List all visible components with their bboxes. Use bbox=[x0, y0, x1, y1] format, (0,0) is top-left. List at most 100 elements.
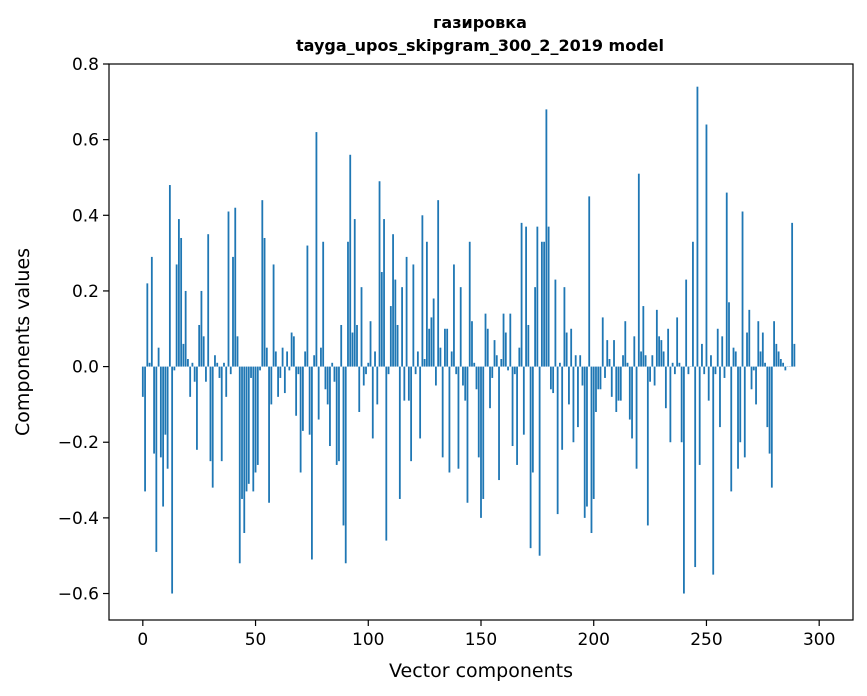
bar bbox=[586, 366, 588, 507]
bar bbox=[678, 362, 681, 367]
bar bbox=[288, 366, 291, 371]
bar bbox=[545, 109, 548, 367]
bar bbox=[683, 366, 685, 594]
bar bbox=[761, 332, 764, 367]
y-tick-label: −0.2 bbox=[58, 433, 99, 453]
bar bbox=[367, 362, 370, 367]
bar bbox=[358, 366, 361, 412]
bar bbox=[464, 366, 467, 401]
bar bbox=[193, 366, 196, 382]
bar bbox=[734, 351, 737, 367]
bar bbox=[768, 366, 771, 454]
bar bbox=[577, 366, 579, 428]
bar bbox=[791, 222, 794, 367]
bar bbox=[306, 245, 309, 367]
bar bbox=[671, 362, 674, 367]
bar bbox=[631, 366, 633, 439]
bar bbox=[184, 290, 187, 367]
bar bbox=[752, 366, 755, 371]
bar bbox=[428, 328, 431, 367]
bar bbox=[459, 287, 462, 367]
bar bbox=[552, 366, 555, 394]
bar bbox=[522, 366, 525, 435]
bar bbox=[633, 336, 636, 367]
bar bbox=[556, 366, 559, 515]
bar bbox=[371, 366, 374, 439]
bar bbox=[241, 366, 243, 499]
bar bbox=[471, 321, 473, 367]
bar bbox=[504, 332, 507, 367]
chart-title: газировка bbox=[433, 13, 527, 32]
bar bbox=[423, 359, 426, 367]
bar bbox=[595, 366, 597, 412]
bar bbox=[268, 366, 270, 503]
bar bbox=[347, 241, 349, 367]
bar bbox=[435, 366, 437, 386]
bar bbox=[187, 359, 189, 367]
bar bbox=[270, 366, 273, 405]
bar bbox=[513, 366, 516, 375]
bar bbox=[549, 366, 552, 390]
bar bbox=[725, 192, 728, 367]
bar bbox=[419, 366, 422, 439]
bar bbox=[649, 366, 651, 382]
bar bbox=[389, 306, 392, 367]
bar bbox=[491, 366, 494, 378]
bar bbox=[482, 366, 485, 499]
bar bbox=[604, 366, 606, 378]
bar bbox=[313, 355, 316, 367]
bar bbox=[710, 355, 712, 367]
bar bbox=[732, 347, 735, 367]
bar bbox=[446, 328, 449, 367]
bar bbox=[676, 317, 679, 367]
bar bbox=[256, 366, 259, 465]
bar bbox=[360, 287, 363, 367]
bar bbox=[480, 366, 482, 518]
bar bbox=[712, 366, 715, 575]
bar bbox=[383, 219, 385, 367]
bar bbox=[247, 366, 250, 484]
bar bbox=[728, 302, 730, 367]
bar bbox=[741, 211, 744, 367]
bar bbox=[214, 355, 216, 367]
bar bbox=[579, 355, 582, 367]
bar bbox=[385, 366, 388, 541]
bar bbox=[462, 366, 464, 386]
bar bbox=[703, 366, 706, 375]
bar bbox=[520, 222, 523, 367]
bar bbox=[705, 124, 708, 367]
bar bbox=[617, 366, 620, 401]
bar bbox=[320, 347, 322, 367]
bar bbox=[150, 256, 153, 367]
bar bbox=[673, 366, 676, 375]
bar bbox=[333, 366, 336, 382]
bar bbox=[286, 351, 289, 367]
y-tick-label: −0.4 bbox=[58, 509, 99, 529]
bar bbox=[340, 324, 343, 367]
bar bbox=[378, 181, 381, 367]
bar bbox=[714, 366, 717, 375]
bar bbox=[658, 336, 661, 367]
bar bbox=[157, 347, 160, 367]
bar bbox=[263, 237, 266, 367]
bar bbox=[622, 355, 624, 367]
bar bbox=[655, 309, 658, 367]
bar bbox=[784, 366, 787, 371]
bar bbox=[536, 226, 539, 367]
bar bbox=[295, 366, 298, 416]
bar bbox=[637, 173, 640, 367]
bar bbox=[716, 328, 719, 367]
y-tick-label: 0.0 bbox=[72, 358, 99, 378]
bar bbox=[387, 366, 390, 375]
bar bbox=[698, 366, 701, 465]
bar bbox=[495, 355, 498, 367]
bar bbox=[615, 366, 618, 412]
bar bbox=[380, 272, 383, 367]
bar bbox=[430, 317, 433, 367]
bar bbox=[601, 317, 604, 367]
bar bbox=[191, 362, 194, 367]
bar bbox=[173, 366, 176, 371]
bar bbox=[509, 313, 512, 367]
bar bbox=[277, 366, 279, 397]
bar bbox=[211, 366, 214, 488]
